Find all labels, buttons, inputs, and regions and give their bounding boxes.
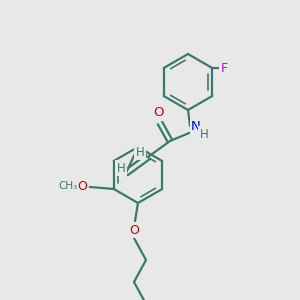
Text: CH₃: CH₃ bbox=[58, 181, 77, 191]
Text: N: N bbox=[191, 121, 201, 134]
Text: H: H bbox=[136, 146, 144, 158]
Text: O: O bbox=[77, 179, 87, 193]
Text: H: H bbox=[200, 128, 208, 140]
Text: F: F bbox=[221, 61, 228, 74]
Text: H: H bbox=[117, 161, 125, 175]
Text: O: O bbox=[129, 224, 139, 236]
Text: O: O bbox=[153, 106, 163, 119]
